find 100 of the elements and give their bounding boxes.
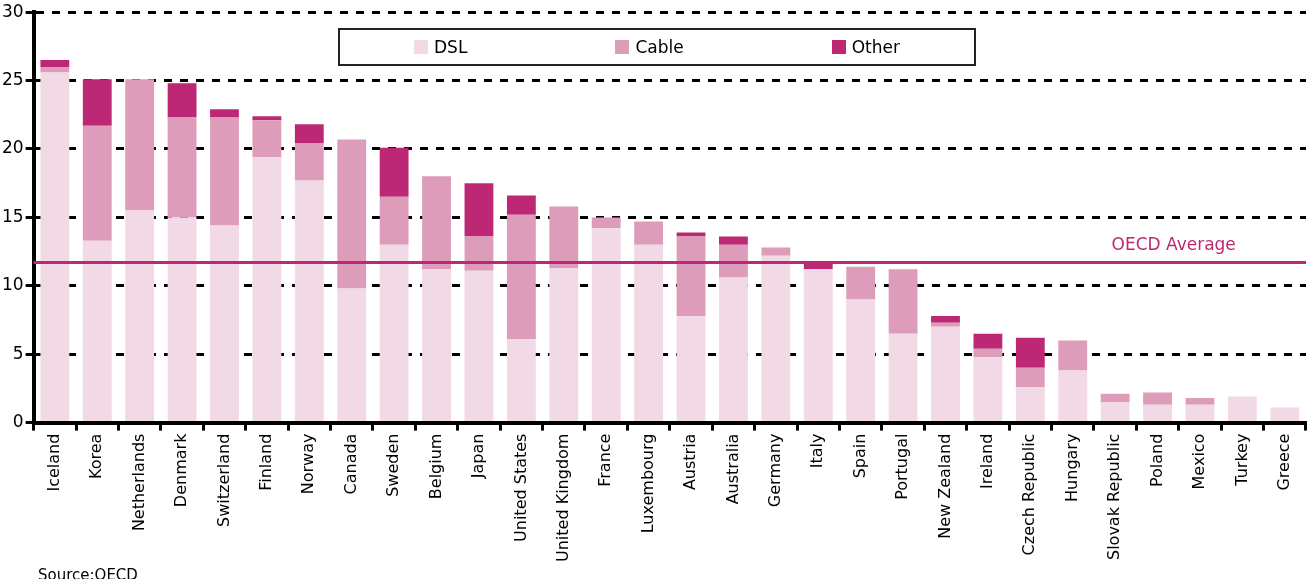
bar [761, 255, 791, 422]
bar [719, 244, 748, 278]
bar [1185, 397, 1215, 405]
bar [1185, 404, 1215, 422]
bar [252, 120, 282, 158]
bar [1143, 392, 1172, 405]
bar [294, 124, 324, 144]
bar [1100, 402, 1130, 422]
bar [40, 66, 70, 73]
ref-line-label: OECD Average [1111, 234, 1236, 255]
bar [676, 232, 706, 237]
x-tick-label: Greece [1273, 433, 1293, 491]
x-tick-label: Sweden [383, 433, 403, 497]
bar [676, 315, 706, 422]
x-tick-label: Australia [722, 433, 742, 505]
bar [591, 228, 621, 422]
bar [1058, 340, 1088, 371]
bar [379, 196, 409, 245]
bar [422, 176, 451, 270]
x-tick-label: Korea [86, 433, 106, 479]
bar [40, 60, 70, 67]
y-tick-label: 0 [12, 411, 24, 431]
bar [210, 109, 239, 118]
x-tick-label: Netherlands [128, 433, 148, 532]
x-tick-label: Norway [298, 433, 318, 495]
bar [167, 217, 197, 422]
bar [719, 236, 748, 245]
x-tick-label: France [595, 433, 615, 487]
bar [931, 326, 960, 422]
y-tick-label: 5 [12, 342, 24, 363]
x-tick-label: Czech Republic [1019, 433, 1039, 556]
bar [1058, 370, 1088, 422]
bar [464, 270, 494, 422]
bar [506, 214, 536, 340]
x-tick-label: Iceland [43, 433, 63, 492]
bar [379, 147, 409, 197]
bar [337, 139, 367, 289]
x-tick-label: Ireland [977, 433, 997, 489]
bar [294, 143, 324, 181]
bar [973, 356, 1003, 422]
bar [210, 117, 239, 226]
x-tick-label: Finland [256, 433, 276, 491]
bar [379, 244, 409, 422]
x-tick-label: Turkey [1231, 433, 1251, 487]
bar [634, 221, 664, 245]
bar [846, 299, 876, 422]
bar [82, 79, 112, 126]
x-tick-label: Poland [1146, 433, 1166, 487]
bar [337, 288, 367, 422]
bar [125, 79, 155, 211]
bar [167, 117, 197, 218]
bar [1015, 337, 1045, 368]
bar [1227, 396, 1257, 422]
x-tick-label: Portugal [892, 433, 912, 500]
x-tick-label: Spain [849, 433, 869, 479]
bar [210, 225, 239, 422]
legend-label: DSL [434, 37, 468, 57]
x-tick-label: Austria [680, 433, 700, 491]
bar [973, 348, 1003, 357]
bar [1100, 393, 1130, 403]
bar [803, 269, 833, 422]
bar [252, 116, 282, 121]
bar [888, 333, 918, 422]
y-tick-label: 10 [1, 274, 24, 295]
bar [506, 339, 536, 422]
bar [549, 206, 579, 268]
x-tick-label: Hungary [1061, 433, 1081, 502]
bar [719, 277, 748, 422]
bar [252, 157, 282, 422]
bar [1270, 407, 1300, 422]
bar [761, 247, 791, 256]
bar [549, 268, 579, 422]
bar [82, 240, 112, 422]
bar [464, 183, 494, 237]
bar [931, 322, 960, 327]
bar [1143, 404, 1172, 422]
x-tick-label: Italy [807, 433, 827, 469]
y-tick-label: 25 [1, 69, 24, 90]
x-tick-label: Slovak Republic [1104, 433, 1124, 560]
x-tick-label: United Kingdom [552, 433, 572, 562]
x-tick-label: Denmark [171, 432, 191, 508]
bar [1015, 367, 1045, 388]
legend-label: Cable [635, 37, 684, 57]
x-tick-label: Luxembourg [637, 433, 657, 534]
legend-label: Other [851, 37, 900, 57]
bar [888, 269, 918, 334]
x-tick-label: Belgium [425, 433, 445, 500]
bar [973, 333, 1003, 349]
x-tick-label: Canada [340, 433, 360, 495]
bar [846, 266, 876, 300]
x-tick-label: Germany [765, 433, 784, 508]
bar [422, 269, 451, 422]
bar [125, 210, 155, 422]
bar [931, 315, 960, 323]
bar [82, 125, 112, 241]
bar [591, 217, 621, 229]
y-tick-label: 20 [1, 137, 24, 158]
x-tick-label: Switzerland [213, 433, 233, 527]
bar [40, 72, 70, 422]
bar [294, 180, 324, 422]
